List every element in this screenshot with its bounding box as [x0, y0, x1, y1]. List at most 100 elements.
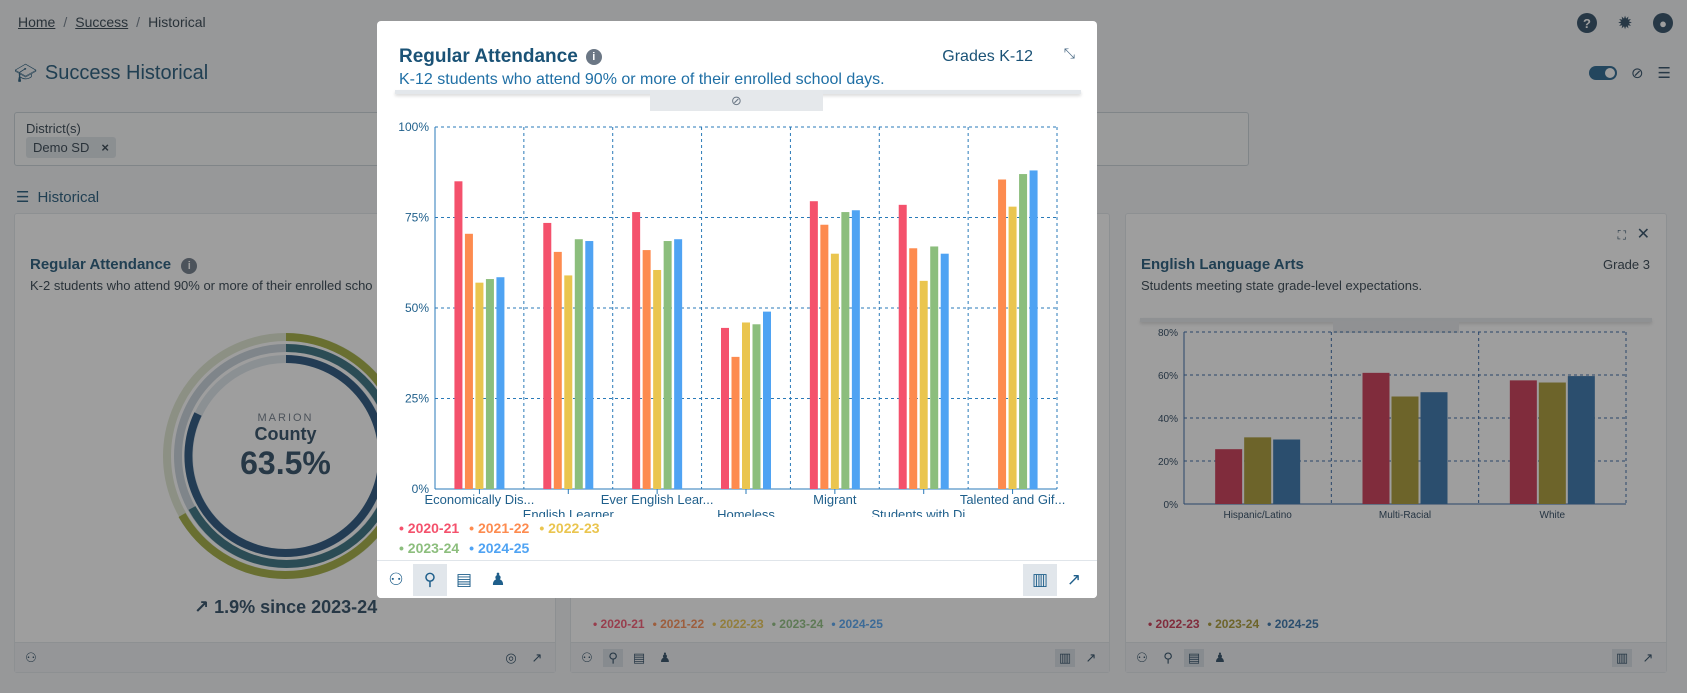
legend-item[interactable]: • 2023-24	[771, 617, 824, 631]
bar[interactable]	[1029, 170, 1038, 489]
bar[interactable]	[763, 311, 771, 489]
legend-item[interactable]: • 2023-24	[399, 540, 460, 556]
id-card-icon[interactable]: ▤	[1184, 649, 1204, 667]
info-icon[interactable]: i	[181, 258, 198, 274]
legend-item[interactable]: • 2021-22	[652, 617, 705, 631]
id-card-icon[interactable]: ▤	[632, 650, 646, 665]
group-view-icon[interactable]: ⚇	[388, 570, 404, 589]
bar[interactable]	[1391, 396, 1419, 505]
bar[interactable]	[940, 253, 949, 489]
group-view-icon[interactable]: ⚇	[581, 650, 593, 665]
bar[interactable]	[851, 210, 860, 489]
search-person-icon[interactable]: ⚲	[413, 564, 447, 596]
bar[interactable]	[454, 181, 463, 490]
legend-item[interactable]: • 2022-23	[712, 617, 764, 631]
legend-item[interactable]: • 2024-25	[1267, 617, 1319, 631]
bar[interactable]	[1273, 439, 1301, 505]
menu-icon[interactable]: ☰	[1657, 65, 1671, 82]
person-icon[interactable]: ♟	[659, 650, 671, 665]
bar[interactable]	[721, 327, 729, 489]
bar[interactable]	[752, 324, 761, 489]
bar-chart-icon[interactable]: ▥	[1612, 649, 1632, 667]
trend-view-icon[interactable]: ↗	[1642, 650, 1654, 665]
bar[interactable]	[830, 253, 839, 489]
trend-view-icon[interactable]: ↗	[1085, 650, 1097, 665]
person-icon[interactable]: ♟	[1214, 650, 1226, 665]
legend-item[interactable]: • 2022-23	[539, 520, 600, 536]
grade-label: Grade 3	[1603, 257, 1650, 272]
bar[interactable]	[1244, 437, 1272, 504]
x-tick-label: Economically Dis...	[425, 492, 535, 507]
bar-chart-icon[interactable]: ▥	[1055, 649, 1075, 667]
user-account-icon[interactable]: ●	[1653, 13, 1673, 33]
trend-view-icon[interactable]: ↗	[1066, 570, 1082, 589]
group-view-icon[interactable]: ⚇	[1136, 650, 1148, 665]
bar[interactable]	[632, 212, 641, 489]
bar[interactable]	[809, 201, 818, 489]
legend-item[interactable]: • 2024-25	[469, 540, 530, 556]
bar[interactable]	[1538, 382, 1566, 504]
bar[interactable]	[1019, 174, 1028, 489]
bar[interactable]	[674, 239, 683, 489]
legend-item[interactable]: • 2021-22	[469, 520, 530, 536]
bar[interactable]	[1509, 380, 1537, 504]
bar[interactable]	[998, 179, 1007, 489]
bar[interactable]	[742, 322, 750, 489]
bar[interactable]	[820, 224, 829, 489]
hide-details-tab[interactable]: ⊘	[650, 90, 823, 111]
bar[interactable]	[1420, 392, 1448, 504]
bar[interactable]	[475, 282, 484, 489]
bar[interactable]	[1362, 372, 1390, 504]
view-toggle[interactable]	[1588, 66, 1617, 80]
bar[interactable]	[485, 279, 494, 489]
hide-eye-icon[interactable]: ⊘	[1630, 65, 1644, 82]
breadcrumb: Home / Success / Historical	[18, 14, 206, 30]
bar[interactable]	[585, 241, 594, 489]
bar[interactable]	[574, 239, 583, 489]
bar[interactable]	[496, 277, 505, 489]
bar[interactable]	[898, 204, 907, 489]
bar[interactable]	[1567, 376, 1595, 504]
bar[interactable]	[841, 212, 850, 489]
bar[interactable]	[553, 251, 562, 489]
modal-legend: • 2020-21 • 2021-22 • 2022-23 • 2023-24 • 20…	[399, 520, 600, 556]
close-icon[interactable]: ✕	[1636, 226, 1650, 243]
bar[interactable]	[930, 246, 939, 489]
bar[interactable]	[464, 233, 473, 489]
bar[interactable]	[1215, 449, 1243, 504]
legend-item[interactable]: • 2020-21	[399, 520, 460, 536]
bar[interactable]	[731, 356, 740, 489]
legend-item[interactable]: • 2022-23	[1148, 617, 1200, 631]
help-icon[interactable]: ?	[1577, 13, 1597, 33]
search-person-icon[interactable]: ⚲	[603, 649, 623, 667]
bar[interactable]	[543, 222, 552, 489]
hide-eye-icon: ⊘	[731, 92, 742, 108]
bar[interactable]	[1008, 206, 1017, 489]
bar[interactable]	[642, 250, 651, 489]
breadcrumb-success-link[interactable]: Success	[75, 14, 129, 30]
collapse-icon[interactable]: ⤡	[1063, 45, 1075, 61]
info-icon[interactable]: i	[585, 49, 602, 65]
bar[interactable]	[653, 269, 662, 489]
bar[interactable]	[909, 248, 918, 489]
bar[interactable]	[919, 280, 928, 489]
collapse-tab[interactable]	[1333, 321, 1459, 333]
legend-item[interactable]: • 2020-21	[593, 617, 645, 631]
list-icon[interactable]: ☰	[16, 189, 30, 206]
bar[interactable]	[564, 275, 573, 489]
expand-icon[interactable]: ⛶	[1617, 228, 1626, 242]
bar[interactable]	[663, 241, 672, 489]
person-icon[interactable]: ♟	[490, 570, 506, 589]
group-view-icon[interactable]: ⚇	[25, 650, 37, 665]
bar-chart-icon[interactable]: ▥	[1023, 564, 1057, 596]
trend-view-icon[interactable]: ↗	[531, 650, 543, 665]
settings-gear-icon[interactable]: ✹	[1617, 12, 1633, 33]
remove-chip-icon[interactable]: ×	[101, 140, 109, 155]
y-tick-label: 25%	[405, 392, 429, 406]
id-card-icon[interactable]: ▤	[455, 570, 473, 589]
search-person-icon[interactable]: ⚲	[1163, 650, 1173, 665]
donut-view-icon[interactable]: ◎	[505, 650, 517, 665]
legend-item[interactable]: • 2024-25	[831, 617, 883, 631]
breadcrumb-home-link[interactable]: Home	[18, 14, 56, 30]
legend-item[interactable]: • 2023-24	[1207, 617, 1260, 631]
